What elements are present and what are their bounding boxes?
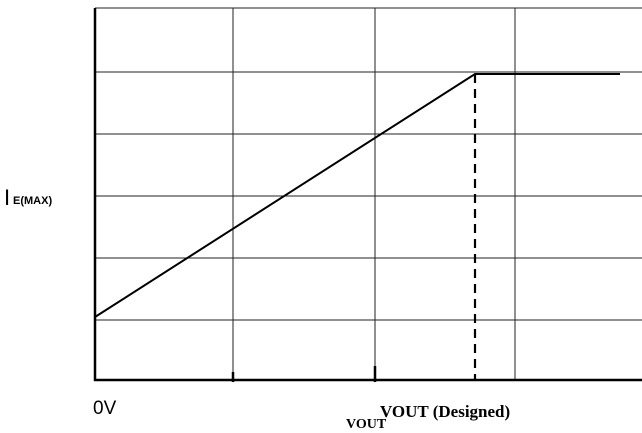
grid <box>95 7 642 380</box>
axis-ticks <box>231 366 377 382</box>
y-axis-label: I <box>4 185 10 210</box>
origin-label: 0V <box>93 398 117 419</box>
vout-designed-label: VOUT (Designed) <box>380 402 510 421</box>
vout-label: VOUT <box>346 417 387 432</box>
y-axis-label-subscript: E(MAX) <box>13 195 52 207</box>
